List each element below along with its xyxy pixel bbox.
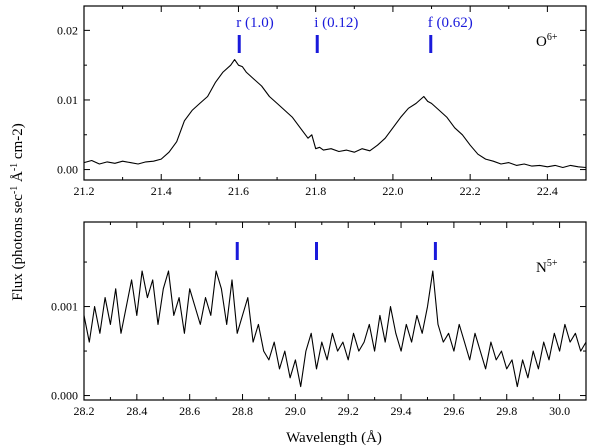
n5-panel: 28.2 28.4 28.6 28.8 29.0 29.2 29.4 29.6 29.8 30.0…: [51, 221, 587, 418]
y-axis-label-exp1: -1: [9, 186, 20, 194]
o6-y-tick-label: 0.01: [57, 93, 78, 107]
y-axis-label: Flux (photons sec-1 Å-1 cm-2): [9, 123, 26, 301]
o6-x-tick-label: 22.4: [537, 184, 558, 198]
o6-x-tick-label: 21.6: [228, 184, 249, 198]
n5-x-tick-label: 29.2: [338, 404, 359, 418]
o6-x-tick-label: 21.8: [305, 184, 326, 198]
o6-spectrum-line: [83, 59, 587, 169]
y-axis-label-main: Flux (photons sec: [10, 194, 26, 301]
o6-x-tick-label: 22.0: [382, 184, 403, 198]
n5-x-tick-label: 30.0: [549, 404, 570, 418]
n5-y-tick-label: 0.000: [51, 389, 78, 403]
n5-ion-label-base: N: [536, 260, 547, 276]
o6-x-tick-label: 21.4: [151, 184, 172, 198]
n5-ion-label: N5+: [536, 258, 558, 276]
o6-x-tick-label: 21.2: [74, 184, 95, 198]
y-axis-label-exp2: -1: [9, 163, 20, 171]
x-axis-label: Wavelength (Å): [286, 430, 382, 446]
y-axis-label-mid: Å: [10, 171, 26, 186]
n5-plot-frame: [83, 221, 587, 401]
o6-x-tick-label: 22.2: [460, 184, 481, 198]
o6-y-tick-label: 0.02: [57, 23, 78, 37]
n5-x-tick-label: 28.4: [126, 404, 147, 418]
o6-line-marker-label: f (0.62): [428, 15, 473, 31]
n5-x-tick-label: 29.0: [285, 404, 306, 418]
n5-x-tick-label: 29.6: [443, 404, 464, 418]
n5-x-tick-label: 28.6: [179, 404, 200, 418]
n5-x-tick-label: 29.8: [496, 404, 517, 418]
o6-plot-frame: [83, 5, 587, 181]
o6-y-tick-label: 0.00: [57, 163, 78, 177]
o6-line-marker-label: r (1.0): [236, 15, 273, 31]
n5-y-tick-label: 0.001: [51, 300, 78, 314]
n5-x-tick-label: 28.8: [232, 404, 253, 418]
o6-line-marker-label: i (0.12): [314, 15, 358, 31]
n5-ion-label-sup: 5+: [547, 258, 558, 269]
n5-x-tick-label: 29.4: [391, 404, 412, 418]
o6-ion-label: O6+: [536, 32, 558, 50]
o6-ion-label-base: O: [536, 34, 547, 50]
o6-ion-label-sup: 6+: [547, 32, 558, 43]
n5-spectrum-line: [83, 270, 587, 388]
o6-panel: 21.2 21.4 21.6 21.8 22.0 22.2 22.4 0.00 0.01 0.02…: [57, 5, 587, 198]
y-axis-label-tail: cm-2): [10, 123, 26, 163]
n5-x-tick-label: 28.2: [74, 404, 95, 418]
